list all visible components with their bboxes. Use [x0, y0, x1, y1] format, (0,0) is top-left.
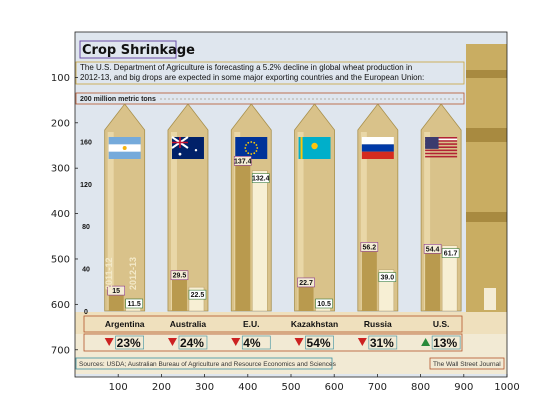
chart-subtitle-line-2: 2012-13, and big drops are expected in s… — [80, 73, 424, 82]
y-tick-label: 300 — [51, 164, 70, 175]
x-tick-label: 800 — [411, 382, 430, 393]
chart-subtitle-line-1: The U.S. Department of Agriculture is fo… — [80, 63, 412, 72]
grain-elevator-illustration — [466, 44, 507, 312]
x-tick-label: 1000 — [494, 382, 519, 393]
inner-tick-label: 0 — [84, 309, 88, 316]
percent-change-label: 24% — [180, 336, 204, 350]
country-label: Argentina — [105, 319, 145, 329]
value-label-2012-13: 132.4 — [252, 176, 270, 183]
up-arrow-icon — [421, 338, 431, 346]
bar-2011-12 — [108, 295, 124, 311]
down-arrow-icon — [167, 338, 177, 346]
russia-flag-icon — [361, 137, 394, 159]
country-label: U.S. — [433, 319, 450, 329]
y-tick-label: 700 — [51, 345, 70, 356]
down-arrow-icon — [357, 338, 367, 346]
bar-2012-13 — [252, 170, 268, 312]
x-tick-label: 300 — [195, 382, 214, 393]
percent-change-label: 23% — [117, 336, 141, 350]
x-tick-label: 100 — [109, 382, 128, 393]
y-tick-label: 600 — [51, 300, 70, 311]
country-label: Kazakhstan — [291, 319, 338, 329]
country-label: Russia — [364, 319, 392, 329]
title-box — [79, 40, 177, 59]
silo-australia: 29.5 22.5 — [167, 103, 209, 312]
silo-us: 54.4 61.7 — [420, 103, 462, 312]
percent-change-label: 31% — [370, 336, 394, 350]
value-label-2011-12: 22.7 — [299, 280, 313, 287]
y-tick-label: 500 — [51, 254, 70, 265]
country-row: Argentina 23% Australia 24% E.U. 4% Kazakhstan… — [83, 315, 463, 352]
country-label: Australia — [170, 319, 207, 329]
bar-2011-12 — [425, 253, 441, 311]
eu-flag-icon — [235, 137, 268, 159]
y-tick-label: 100 — [51, 73, 70, 84]
bar-2011-12 — [361, 251, 377, 311]
silo-argentina: 15 11.5 2011-12 2012-13 — [104, 103, 146, 312]
value-label-2012-13: 10.5 — [317, 301, 331, 308]
inner-tick-label: 160 — [80, 139, 92, 146]
down-arrow-icon — [104, 338, 114, 346]
scale-label: 200 million metric tons — [80, 96, 156, 103]
x-tick-label: 600 — [325, 382, 344, 393]
value-label-2011-12: 54.4 — [426, 246, 440, 253]
country-label: E.U. — [243, 319, 260, 329]
value-label-2011-12: 137.4 — [234, 158, 252, 165]
down-arrow-icon — [231, 338, 241, 346]
x-tick-label: 400 — [238, 382, 257, 393]
x-tick-label: 200 — [152, 382, 171, 393]
value-label-2012-13: 22.5 — [191, 292, 205, 299]
australia-flag-icon — [171, 136, 204, 159]
series-label-2011-12: 2011-12 — [104, 257, 114, 290]
value-label-2011-12: 15 — [112, 288, 120, 295]
y-tick-label: 400 — [51, 209, 70, 220]
inner-tick-label: 80 — [82, 224, 90, 231]
bar-2011-12 — [298, 286, 314, 311]
inner-tick-label: 120 — [80, 182, 92, 189]
y-tick-label: 200 — [51, 118, 70, 129]
kazakhstan-flag-icon — [298, 137, 331, 159]
silo-russia: 56.2 39.0 — [357, 103, 399, 312]
argentina-flag-icon — [108, 137, 141, 159]
value-label-2012-13: 61.7 — [444, 251, 458, 258]
percent-change-label: 4% — [243, 336, 261, 350]
us-flag-icon — [425, 137, 458, 158]
embedded-graphic: Crop Shrinkage The U.S. Department of Ag… — [75, 32, 507, 377]
percent-change-label: 54% — [307, 336, 331, 350]
chart-title: Crop Shrinkage — [82, 43, 195, 58]
source-note: Sources: USDA; Australian Bureau of Agri… — [79, 361, 337, 368]
bar-2011-12 — [235, 165, 251, 311]
credit-note: The Wall Street Journal — [433, 361, 501, 368]
scale-label-box — [75, 92, 465, 105]
value-label-2012-13: 39.0 — [381, 275, 395, 282]
inner-tick-label: 40 — [82, 267, 90, 274]
percent-change-label: 13% — [433, 336, 457, 350]
series-label-2012-13: 2012-13 — [128, 257, 138, 290]
bar-2012-13 — [441, 245, 458, 312]
x-tick-label: 500 — [281, 382, 300, 393]
silo-eu: 137.4 132.4 — [230, 103, 272, 312]
silo-kazakhstan: 22.7 10.5 — [294, 103, 335, 312]
inner-axis: 0 40 80 120 160 — [80, 139, 92, 316]
silos-group: 15 11.5 2011-12 2012-13 29.5 22.5 137.4 132.4 22… — [104, 103, 462, 312]
value-label-2011-12: 29.5 — [173, 273, 187, 280]
x-tick-label: 900 — [454, 382, 473, 393]
down-arrow-icon — [294, 338, 304, 346]
x-tick-label: 700 — [368, 382, 387, 393]
value-label-2012-13: 11.5 — [128, 301, 141, 308]
bar-2011-12 — [171, 279, 187, 311]
x-axis: 100 200 300 400 500 600 700 800 900 1000 — [109, 374, 520, 393]
y-axis: 100 200 300 400 500 600 700 — [51, 73, 78, 356]
value-label-2011-12: 56.2 — [363, 244, 377, 251]
